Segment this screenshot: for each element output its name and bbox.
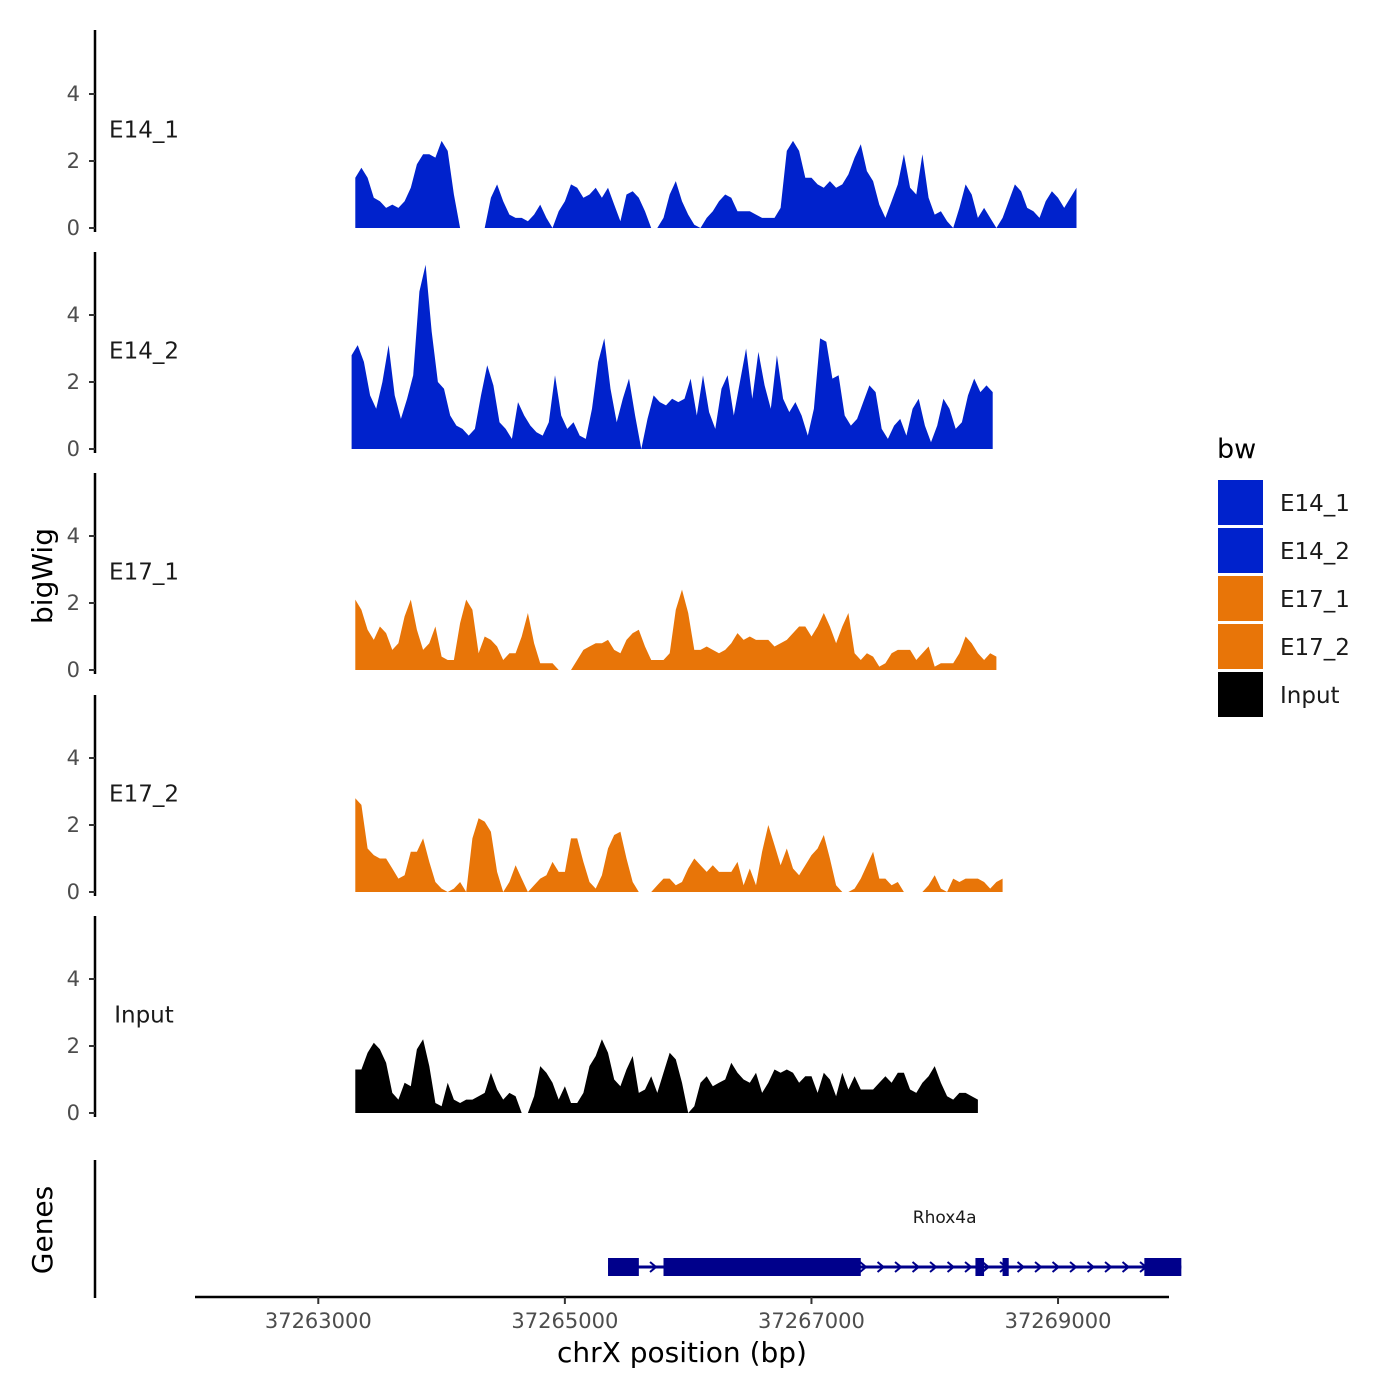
- strand-arrow: [1086, 1261, 1096, 1273]
- genes-axis-title: Genes: [26, 1186, 59, 1274]
- track-panel-E17_1: 0 2 4 E17_1: [67, 473, 997, 682]
- gene-exon: [1002, 1258, 1009, 1276]
- y-tick-label: 0: [67, 216, 80, 240]
- strand-arrow: [649, 1261, 658, 1273]
- strand-arrow: [859, 1261, 868, 1273]
- y-tick-label: 0: [67, 880, 80, 904]
- area-segment-E17_1: [355, 599, 559, 670]
- strand-arrow: [981, 1261, 991, 1273]
- legend-swatch: [1218, 480, 1263, 525]
- x-tick-label: 37269000: [1005, 1309, 1112, 1333]
- area-segment-E17_2: [466, 818, 504, 892]
- area-segment-E17_2: [447, 882, 467, 892]
- y-tick-label: 4: [67, 82, 80, 106]
- legend-item-Input: Input: [1218, 672, 1340, 717]
- gene-label: Rhox4a: [913, 1208, 977, 1228]
- legend-item-E17_2: E17_2: [1218, 624, 1350, 669]
- area-segment-E17_2: [527, 831, 639, 892]
- x-axis-title: chrX position (bp): [557, 1336, 807, 1369]
- strand-arrow: [876, 1261, 886, 1273]
- y-tick-label: 2: [67, 591, 80, 615]
- area-segment-E14_1: [657, 181, 701, 228]
- area-segment-E14_1: [700, 140, 954, 228]
- area-segment-E14_1: [953, 184, 997, 228]
- area-segment-E17_2: [503, 865, 528, 892]
- area-segment-E14_1: [996, 184, 1077, 228]
- y-tick-label: 4: [67, 746, 80, 770]
- y-axis-title: bigWig: [26, 528, 59, 624]
- legend-item-E17_1: E17_1: [1218, 576, 1350, 621]
- legend-label: E14_2: [1280, 539, 1350, 565]
- track-panel-Input: 0 2 4 Input: [67, 916, 978, 1125]
- gene-exon: [608, 1258, 639, 1276]
- strand-arrow: [1121, 1261, 1131, 1273]
- x-tick-label: 37265000: [511, 1309, 618, 1333]
- legend-title: bw: [1217, 434, 1256, 465]
- strand-arrow: [894, 1261, 903, 1273]
- legend-item-E14_2: E14_2: [1218, 528, 1350, 573]
- area-segment-Input: [355, 1039, 522, 1113]
- track-panel-E14_2: 0 2 4 E14_2: [67, 252, 993, 461]
- strand-arrow: [1069, 1261, 1078, 1273]
- legend-label: E17_2: [1280, 635, 1350, 661]
- legend-swatch: [1218, 624, 1263, 669]
- legend-swatch: [1218, 528, 1263, 573]
- y-tick-label: 0: [67, 1101, 80, 1125]
- track-panel-E14_1: 0 2 4 E14_1: [67, 30, 1077, 240]
- legend-swatch: [1218, 576, 1263, 621]
- y-tick-label: 4: [67, 524, 80, 548]
- x-tick-label: 37263000: [265, 1309, 372, 1333]
- strand-arrow: [1104, 1261, 1113, 1273]
- strand-arrow: [1051, 1261, 1061, 1273]
- bigwig-panels: 0 2 4 E14_1 0 2 4 E14_2 0 2 4 E17_1 0 2 4 E17_2 0 2 4 Input: [67, 30, 1077, 1125]
- legend-label: E17_1: [1280, 587, 1350, 613]
- area-segment-Input: [527, 1039, 689, 1113]
- y-tick-label: 4: [67, 967, 80, 991]
- area-segment-E14_1: [484, 184, 553, 228]
- area-segment-Input: [688, 1062, 978, 1113]
- legend-swatch: [1218, 672, 1263, 717]
- strand-arrow: [964, 1261, 973, 1273]
- track-label: E14_1: [109, 118, 179, 144]
- legend-label: E14_1: [1280, 491, 1350, 517]
- strand-arrow: [1034, 1261, 1043, 1273]
- y-tick-label: 2: [67, 149, 80, 173]
- area-segment-E14_1: [552, 184, 652, 228]
- y-tick-label: 0: [67, 437, 80, 461]
- track-panel-E17_2: 0 2 4 E17_2: [67, 695, 1003, 904]
- gene-track: Rhox4a: [93, 1160, 1182, 1298]
- x-axis: 37263000 37265000 37267000 37269000: [195, 1295, 1169, 1333]
- x-tick-label: 37267000: [758, 1309, 865, 1333]
- strand-arrow: [929, 1261, 938, 1273]
- area-segment-E14_2: [641, 338, 993, 449]
- gene-exon: [663, 1258, 861, 1276]
- y-tick-label: 0: [67, 658, 80, 682]
- area-segment-E14_2: [351, 264, 642, 449]
- y-tick-label: 2: [67, 1034, 80, 1058]
- legend-label: Input: [1280, 683, 1340, 709]
- area-segment-E17_2: [848, 851, 904, 892]
- area-segment-E17_1: [571, 589, 997, 670]
- strand-arrow: [946, 1261, 956, 1273]
- legend: bw E14_1 E14_2 E17_1 E17_2 Input: [1217, 434, 1350, 717]
- area-segment-E17_2: [355, 798, 448, 892]
- track-label: Input: [114, 1003, 174, 1029]
- area-segment-E17_2: [922, 875, 948, 892]
- gene-exon: [1144, 1258, 1182, 1276]
- gene-Rhox4a: Rhox4a: [608, 1208, 1182, 1276]
- gene-exon: [975, 1258, 985, 1276]
- strand-arrow: [911, 1261, 921, 1273]
- area-segment-E17_2: [947, 878, 1003, 892]
- y-tick-label: 2: [67, 813, 80, 837]
- area-segment-E17_2: [651, 825, 843, 892]
- track-label: E14_2: [109, 339, 179, 365]
- y-tick-label: 4: [67, 303, 80, 327]
- strand-arrow: [1016, 1261, 1026, 1273]
- area-segment-E14_1: [355, 140, 461, 228]
- track-label: E17_1: [109, 560, 179, 586]
- y-tick-label: 2: [67, 370, 80, 394]
- legend-item-E14_1: E14_1: [1218, 480, 1350, 525]
- track-label: E17_2: [109, 782, 179, 808]
